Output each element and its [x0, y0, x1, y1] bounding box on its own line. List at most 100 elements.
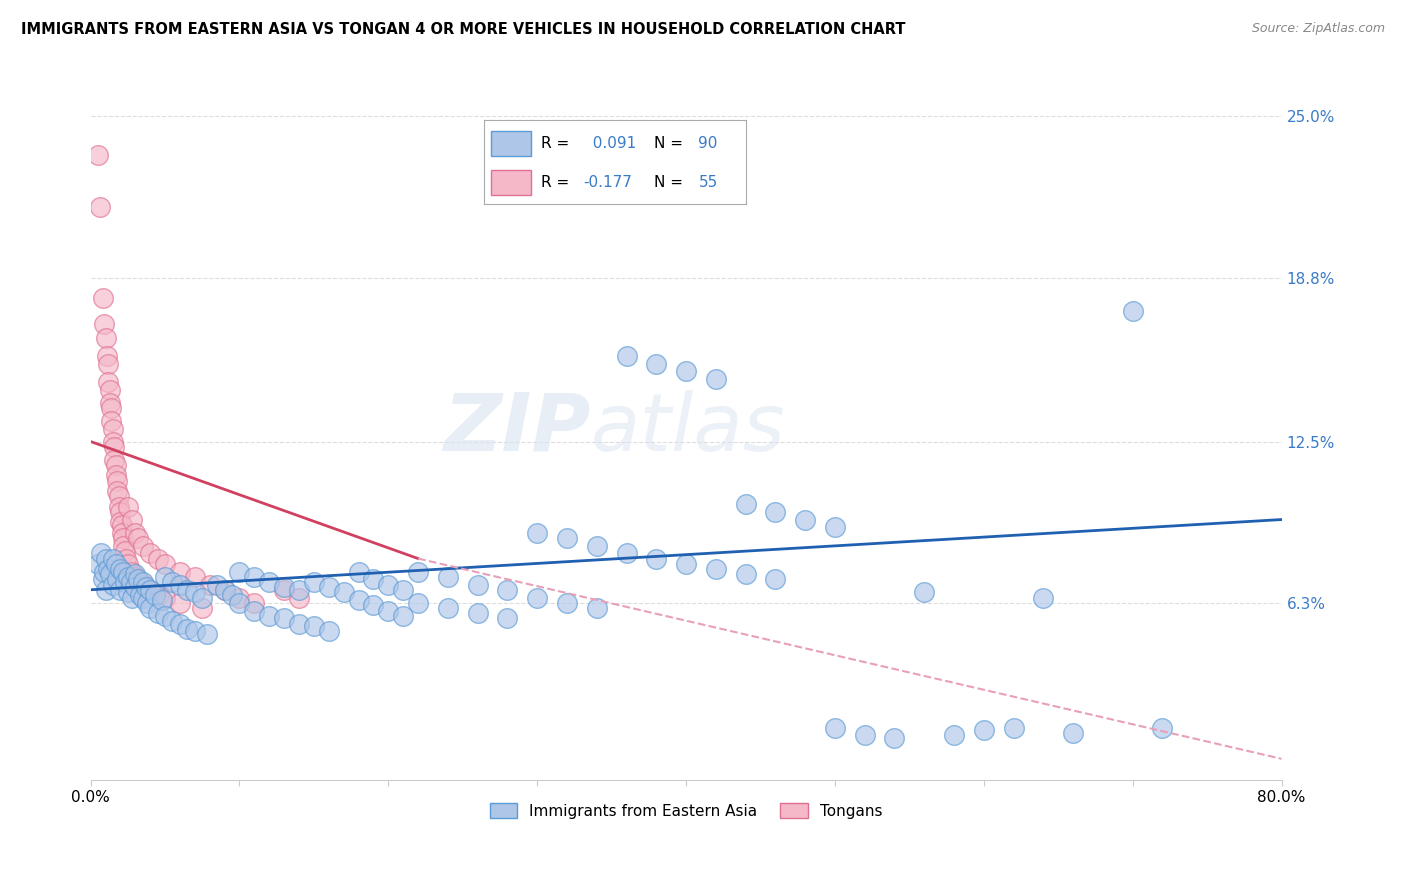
Point — [110, 515, 132, 529]
Point — [221, 588, 243, 602]
Point — [214, 582, 236, 597]
Point — [120, 574, 142, 589]
Point — [824, 520, 846, 534]
Point — [169, 577, 191, 591]
Point — [496, 582, 519, 597]
Point — [675, 364, 697, 378]
Point — [117, 585, 139, 599]
Point — [288, 591, 311, 605]
Point — [107, 474, 129, 488]
Point — [114, 543, 136, 558]
Point — [526, 591, 548, 605]
Point — [467, 577, 489, 591]
Point — [153, 570, 176, 584]
Point — [135, 580, 157, 594]
Text: ZIP: ZIP — [443, 390, 591, 467]
Point — [162, 614, 184, 628]
Point — [1122, 304, 1144, 318]
Point — [467, 606, 489, 620]
Point — [169, 596, 191, 610]
Point — [97, 562, 120, 576]
Point — [108, 500, 131, 514]
Point — [259, 608, 281, 623]
Point — [332, 585, 354, 599]
Point — [121, 512, 143, 526]
Point — [184, 624, 207, 639]
Point — [704, 372, 727, 386]
Point — [184, 585, 207, 599]
Point — [288, 582, 311, 597]
Point — [496, 611, 519, 625]
Point — [1032, 591, 1054, 605]
Point — [124, 525, 146, 540]
Point — [117, 500, 139, 514]
Point — [259, 574, 281, 589]
Point — [162, 574, 184, 589]
Point — [347, 565, 370, 579]
Point — [363, 573, 385, 587]
Point — [853, 728, 876, 742]
Point — [108, 489, 131, 503]
Point — [139, 546, 162, 560]
Point — [143, 588, 166, 602]
Point — [645, 551, 668, 566]
Point — [191, 591, 214, 605]
Point — [127, 573, 149, 587]
Point — [114, 574, 136, 589]
Point — [110, 505, 132, 519]
Point — [763, 505, 786, 519]
Point — [526, 525, 548, 540]
Point — [943, 728, 966, 742]
Point — [392, 582, 415, 597]
Point — [1062, 726, 1084, 740]
Point — [406, 565, 429, 579]
Point — [406, 596, 429, 610]
Point — [87, 148, 110, 162]
Point — [94, 551, 117, 566]
Point — [1002, 721, 1025, 735]
Point — [146, 606, 169, 620]
Point — [121, 591, 143, 605]
Point — [392, 608, 415, 623]
Point — [153, 557, 176, 571]
Point — [169, 565, 191, 579]
Point — [318, 624, 340, 639]
Legend: Immigrants from Eastern Asia, Tongans: Immigrants from Eastern Asia, Tongans — [484, 797, 889, 824]
Point — [100, 414, 122, 428]
Point — [273, 611, 295, 625]
Point — [191, 601, 214, 615]
Point — [98, 567, 121, 582]
Point — [883, 731, 905, 745]
Point — [347, 593, 370, 607]
Point — [704, 562, 727, 576]
Point — [103, 452, 125, 467]
Point — [94, 330, 117, 344]
Point — [101, 551, 124, 566]
Point — [176, 622, 198, 636]
Point — [90, 546, 112, 560]
Point — [139, 582, 162, 597]
Point — [437, 570, 460, 584]
Point — [100, 401, 122, 415]
Point — [91, 573, 114, 587]
Point — [98, 395, 121, 409]
Point — [93, 318, 115, 332]
Text: IMMIGRANTS FROM EASTERN ASIA VS TONGAN 4 OR MORE VEHICLES IN HOUSEHOLD CORRELATI: IMMIGRANTS FROM EASTERN ASIA VS TONGAN 4… — [21, 22, 905, 37]
Point — [437, 601, 460, 615]
Point — [169, 616, 191, 631]
Point — [107, 573, 129, 587]
Point — [150, 593, 173, 607]
Point — [93, 565, 115, 579]
Point — [115, 551, 138, 566]
Point — [153, 591, 176, 605]
Point — [104, 458, 127, 472]
Point — [136, 596, 159, 610]
Point — [288, 616, 311, 631]
Point — [132, 574, 155, 589]
Point — [318, 580, 340, 594]
Point — [87, 557, 110, 571]
Point — [214, 582, 236, 597]
Text: Source: ZipAtlas.com: Source: ZipAtlas.com — [1251, 22, 1385, 36]
Point — [110, 582, 132, 597]
Point — [273, 580, 295, 594]
